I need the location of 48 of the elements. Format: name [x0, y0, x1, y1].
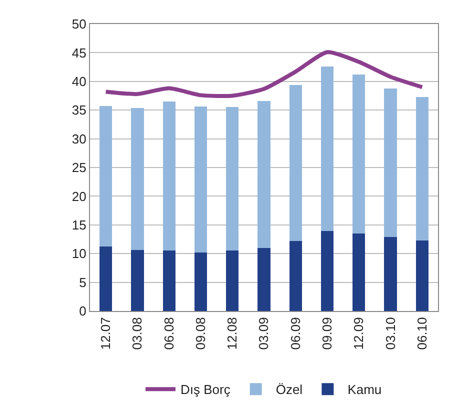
- y-tick-label: 15: [72, 217, 86, 232]
- bar: [416, 96, 429, 240]
- y-tick-label: 30: [72, 131, 86, 146]
- x-tick-label: 03.10: [382, 317, 398, 350]
- x-tick-label: 06.08: [161, 317, 176, 350]
- bar: [384, 88, 397, 237]
- line-series: [104, 50, 424, 98]
- bar: [194, 106, 208, 252]
- legend-label: Kamu: [348, 382, 382, 398]
- bar: [416, 240, 429, 311]
- bar: [226, 107, 239, 251]
- x-tick-label: 12.08: [224, 317, 240, 350]
- bar: [131, 108, 144, 250]
- y-tick-label: 40: [72, 74, 86, 89]
- bar: [162, 101, 176, 251]
- y-tick-label: 35: [72, 102, 86, 118]
- bar: [99, 106, 112, 247]
- x-tick-label: 09.09: [319, 317, 334, 350]
- bar: [258, 100, 270, 248]
- x-tick-label: 03.08: [130, 317, 145, 350]
- bar: [320, 231, 334, 311]
- legend-label: Özel: [276, 382, 303, 398]
- x-tick-label: 09.08: [192, 317, 208, 350]
- x-tick-label: 03.09: [256, 317, 272, 350]
- y-tick-label: 25: [72, 160, 86, 176]
- x-tick-label: 12.09: [351, 317, 366, 350]
- y-tick-label: 0: [79, 304, 86, 319]
- bar: [384, 236, 397, 311]
- y-tick-label: 50: [72, 16, 86, 32]
- bar: [99, 246, 112, 311]
- y-tick-label: 5: [79, 274, 86, 290]
- bar: [194, 252, 208, 311]
- bar: [352, 234, 366, 311]
- bar: [352, 74, 366, 234]
- x-tick-label: 06.09: [288, 317, 303, 350]
- bar: [226, 250, 239, 311]
- bar: [131, 250, 144, 311]
- bar: [320, 66, 334, 232]
- x-tick-label: 12.07: [98, 317, 114, 350]
- y-tick-label: 10: [72, 246, 86, 262]
- y-tick-label: 45: [72, 45, 86, 60]
- bar: [162, 250, 176, 311]
- y-tick-label: 20: [72, 188, 86, 204]
- x-tick-label: 06.10: [414, 317, 430, 350]
- bar: [258, 248, 270, 311]
- bar: [289, 84, 302, 241]
- legend-label: Dış Borç: [180, 382, 231, 398]
- bar: [289, 240, 302, 311]
